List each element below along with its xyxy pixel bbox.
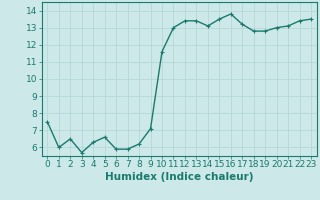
X-axis label: Humidex (Indice chaleur): Humidex (Indice chaleur) (105, 172, 253, 182)
